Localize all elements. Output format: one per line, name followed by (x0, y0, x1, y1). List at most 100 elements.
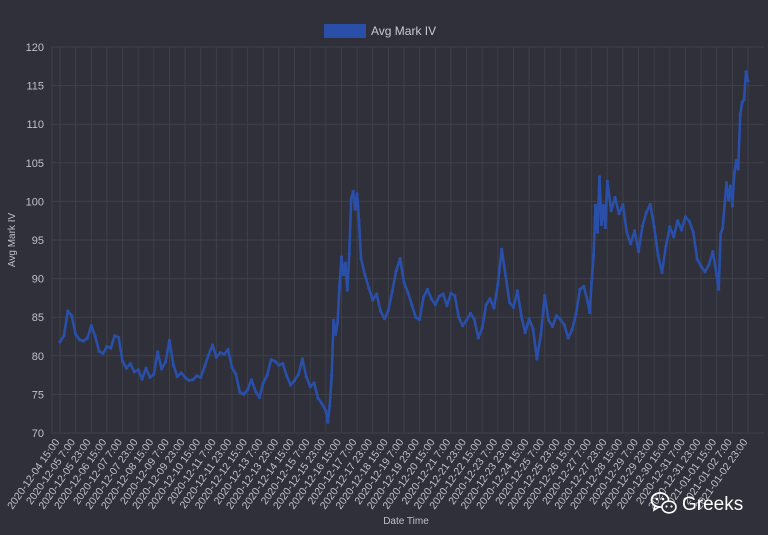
y-tick-label: 90 (32, 274, 44, 286)
data-point (326, 420, 330, 424)
data-point (222, 352, 226, 356)
data-point (480, 326, 484, 330)
data-point (359, 256, 363, 261)
data-point (736, 167, 740, 171)
data-point (337, 284, 342, 288)
data-point (296, 372, 301, 376)
data-point (132, 370, 136, 374)
data-point (595, 230, 600, 234)
data-point (621, 202, 625, 207)
data-point (664, 244, 668, 248)
data-point (418, 317, 422, 322)
data-point (357, 219, 361, 223)
data-point (218, 351, 222, 355)
legend-label[interactable]: Avg Mark IV (371, 24, 436, 38)
y-tick-label: 100 (26, 196, 44, 208)
data-point (249, 378, 254, 382)
data-point (128, 361, 132, 366)
data-point (744, 70, 748, 74)
data-point (691, 230, 695, 234)
legend[interactable]: Avg Mark IV (324, 24, 436, 38)
data-point (93, 334, 97, 339)
data-point (453, 294, 457, 298)
data-point (339, 255, 344, 259)
data-point (558, 317, 563, 322)
data-point (292, 378, 297, 383)
data-point (441, 292, 445, 296)
x-axis-title: Date Time (383, 516, 429, 527)
data-point (543, 294, 547, 298)
data-point (629, 242, 633, 246)
data-point (253, 389, 258, 393)
data-point (179, 371, 183, 375)
data-point (105, 344, 109, 349)
data-point (562, 323, 566, 327)
data-point (676, 219, 680, 223)
data-point (81, 339, 86, 343)
data-point (97, 349, 101, 353)
series-avg-mark-iv (58, 70, 750, 424)
data-point (117, 335, 121, 339)
data-point (124, 366, 129, 370)
data-point (609, 209, 613, 213)
data-point (740, 101, 744, 105)
data-point (167, 338, 172, 342)
data-point (214, 355, 218, 359)
data-point (668, 225, 672, 229)
y-tick-label: 105 (26, 158, 44, 170)
data-point (351, 189, 355, 193)
data-point (367, 286, 371, 290)
data-point (461, 324, 465, 328)
data-point (445, 304, 449, 308)
data-point (156, 350, 160, 354)
data-point (175, 375, 179, 379)
data-point (304, 375, 308, 379)
data-point (687, 219, 692, 224)
data-point (390, 289, 394, 293)
data-point (644, 210, 649, 214)
y-axis-ticks: 70 75 80 85 90 95 100 105 110 115 120 (26, 42, 44, 440)
data-point (656, 253, 660, 257)
data-point (62, 334, 66, 338)
data-point (195, 374, 199, 378)
data-point (261, 381, 265, 385)
data-point (120, 359, 125, 363)
data-point (574, 312, 578, 316)
legend-swatch[interactable] (324, 24, 366, 38)
data-point (652, 225, 656, 229)
data-point (734, 158, 738, 163)
data-point (703, 270, 707, 274)
data-point (603, 226, 607, 230)
data-point (464, 318, 469, 322)
data-point (476, 336, 480, 340)
data-point (226, 348, 230, 352)
data-point (523, 331, 527, 335)
data-point (375, 292, 379, 296)
data-point (101, 351, 105, 356)
data-point (378, 309, 383, 313)
data-point (113, 334, 117, 338)
data-point (468, 311, 473, 315)
data-point (578, 287, 582, 291)
data-point (732, 172, 736, 176)
data-point (457, 315, 461, 319)
data-point (341, 273, 345, 277)
data-point (187, 378, 191, 383)
data-point (590, 280, 594, 285)
data-point (633, 229, 637, 233)
data-point (171, 363, 175, 367)
y-tick-label: 95 (32, 235, 44, 247)
data-point (738, 113, 742, 117)
data-point (504, 273, 508, 278)
data-point (320, 402, 324, 406)
data-point (347, 252, 351, 256)
data-point (242, 392, 246, 396)
data-point (265, 373, 269, 377)
data-point (203, 365, 207, 369)
data-point (592, 253, 596, 257)
data-point (183, 375, 187, 379)
data-point (206, 353, 211, 357)
data-point (345, 288, 349, 292)
data-point (152, 372, 156, 376)
